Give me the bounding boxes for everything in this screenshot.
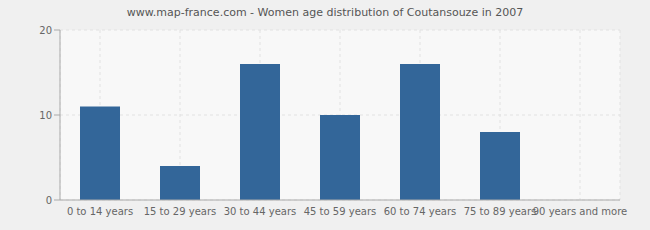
svg-text:60 to 74 years: 60 to 74 years bbox=[384, 206, 457, 217]
svg-text:90 years and more: 90 years and more bbox=[533, 206, 628, 217]
svg-text:75 to 89 years: 75 to 89 years bbox=[464, 206, 537, 217]
svg-text:10: 10 bbox=[39, 110, 52, 121]
svg-text:45 to 59 years: 45 to 59 years bbox=[304, 206, 377, 217]
svg-text:30 to 44 years: 30 to 44 years bbox=[224, 206, 297, 217]
svg-text:0 to 14 years: 0 to 14 years bbox=[67, 206, 133, 217]
svg-text:20: 20 bbox=[39, 25, 52, 36]
html-text:www.map-france.com - Women age: www.map-france.com - Women age distribut… bbox=[126, 6, 524, 19]
svg-text:15 to 29 years: 15 to 29 years bbox=[144, 206, 217, 217]
svg-text:0: 0 bbox=[46, 195, 52, 206]
